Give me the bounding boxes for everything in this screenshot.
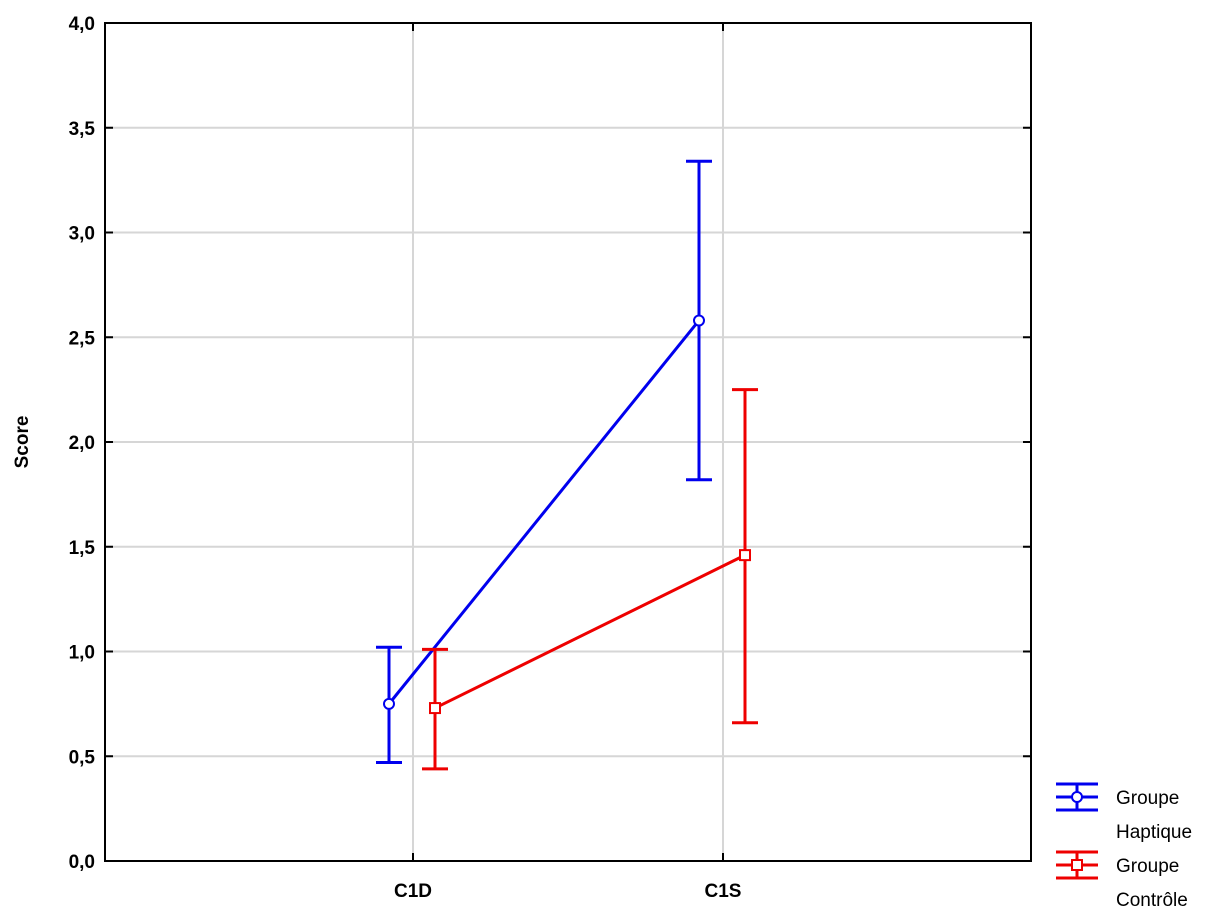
series-1 xyxy=(422,388,758,771)
grid-lines xyxy=(105,23,1031,861)
series-line xyxy=(434,553,746,710)
y-axis-title: Score xyxy=(12,416,33,469)
data-point xyxy=(429,702,441,715)
series-layer xyxy=(376,159,758,771)
x-tick-label: C1S xyxy=(705,881,742,902)
series-line xyxy=(387,319,701,705)
legend: Groupe Haptique Groupe Contrôle xyxy=(1056,782,1192,911)
y-tick-label: 4,0 xyxy=(69,14,95,35)
axis-ticks: 0,0 0,5 1,0 1,5 2,0 2,5 3,0 3,5 4,0 C1D C1S xyxy=(69,14,1031,902)
y-tick-label: 3,5 xyxy=(69,119,96,140)
y-tick-label: 3,0 xyxy=(69,224,95,245)
data-point xyxy=(693,314,705,327)
y-tick-label: 0,0 xyxy=(69,852,95,873)
legend-label: Groupe xyxy=(1116,856,1179,877)
x-tick-label: C1D xyxy=(394,881,432,902)
y-tick-label: 1,0 xyxy=(69,643,95,664)
legend-item-0: Groupe Haptique xyxy=(1056,782,1192,843)
y-tick-label: 1,5 xyxy=(69,538,96,559)
legend-label: Groupe xyxy=(1116,788,1179,809)
legend-label: Haptique xyxy=(1116,822,1192,843)
legend-item-1: Groupe Contrôle xyxy=(1056,850,1188,911)
series-0 xyxy=(376,159,712,765)
legend-marker xyxy=(1071,791,1083,803)
legend-label: Contrôle xyxy=(1116,890,1188,911)
y-tick-label: 0,5 xyxy=(69,747,96,768)
legend-marker xyxy=(1071,859,1083,871)
data-point xyxy=(739,549,751,562)
y-tick-label: 2,5 xyxy=(69,328,96,349)
y-tick-label: 2,0 xyxy=(69,433,95,454)
data-point xyxy=(383,697,395,710)
